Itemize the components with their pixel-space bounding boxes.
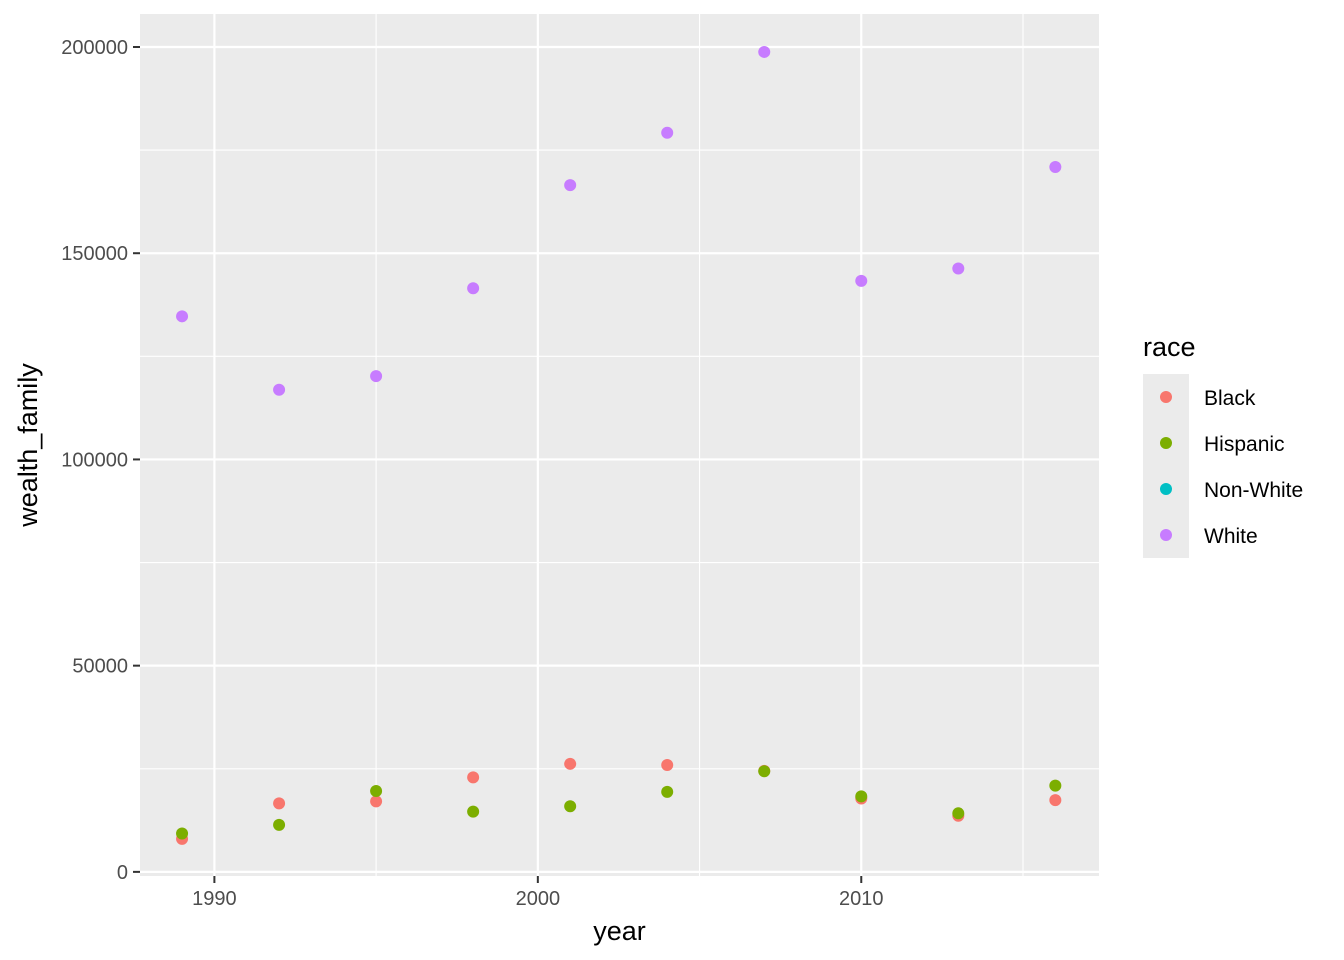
x-tick-label: 1990 [192,888,237,910]
legend-label-white: White [1204,525,1258,548]
tick-labels: 1990 2000 2010 0 50000 100000 150000 200000 [61,37,883,910]
point-white [1049,161,1062,174]
plot-panel [140,14,1099,876]
x-axis-title: year [593,916,646,946]
point-hispanic [661,785,674,798]
axis-ticks [133,45,863,883]
point-hispanic [564,800,577,813]
point-white [273,383,286,396]
point-white [661,126,674,139]
legend-label-non-white: Non-White [1204,479,1303,502]
point-black [661,759,674,772]
major-gridlines [140,14,1099,876]
point-hispanic [758,765,771,778]
y-tick-label: 50000 [72,656,128,678]
data-points [176,45,1062,845]
minor-gridlines [140,14,1099,876]
x-tick-label: 2010 [839,888,884,910]
point-black [273,797,286,810]
point-black [564,757,577,770]
x-tick-label: 2000 [516,888,561,910]
point-hispanic [855,790,868,803]
point-white [467,282,480,295]
point-white [176,310,189,323]
legend-title: race [1143,332,1196,362]
point-black [370,795,383,808]
point-hispanic [370,785,383,798]
y-tick-label: 100000 [61,449,128,471]
legend-label-black: Black [1204,387,1256,410]
y-tick-label: 150000 [61,243,128,265]
point-hispanic [176,827,189,840]
point-white [758,45,771,58]
point-white [952,262,965,275]
y-axis-title: wealth_family [13,363,43,528]
point-hispanic [1049,779,1062,792]
point-black [467,771,480,784]
point-black [1049,794,1062,807]
legend-label-hispanic: Hispanic [1204,433,1285,456]
legend-items: Black Hispanic Non-White White [1143,374,1303,558]
legend-key-hispanic [1160,437,1172,449]
point-hispanic [467,805,480,818]
point-white [370,370,383,383]
point-hispanic [952,807,965,820]
legend: race Black Hispanic Non-White White [1143,332,1303,558]
legend-key-white [1160,529,1172,541]
y-tick-label: 0 [117,862,128,884]
point-hispanic [273,818,286,831]
legend-key-black [1160,391,1172,403]
y-tick-label: 200000 [61,37,128,59]
point-white [564,179,577,192]
legend-key-non-white [1160,483,1172,495]
legend-key-background [1143,374,1189,558]
point-white [855,274,868,287]
